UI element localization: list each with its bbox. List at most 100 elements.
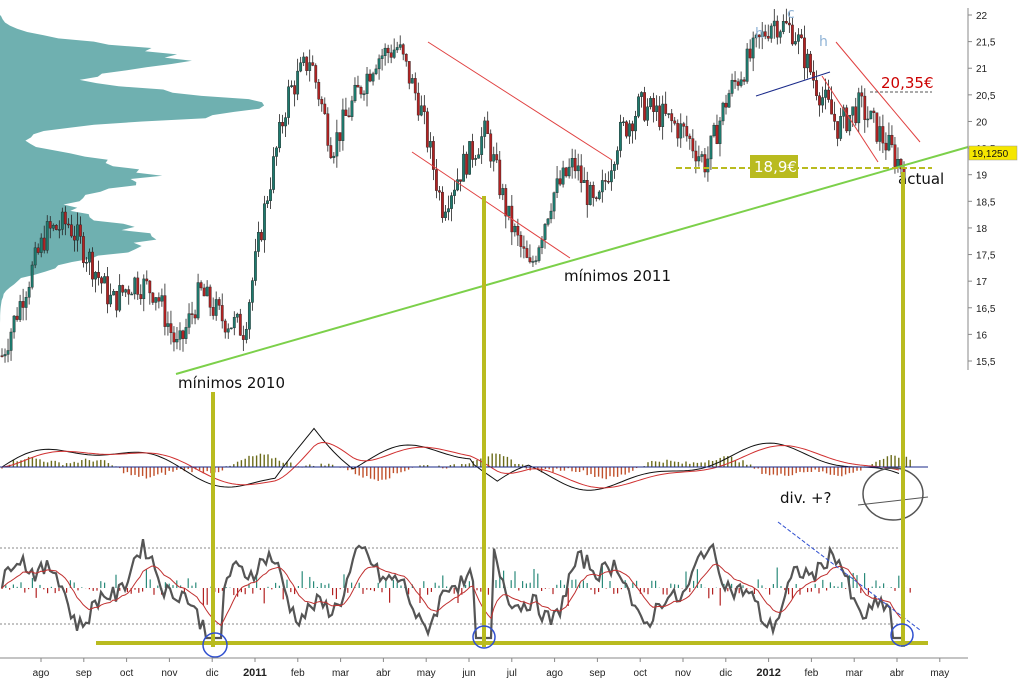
candle-body	[344, 109, 348, 116]
time-tick-label: abr	[376, 668, 391, 679]
candle-body	[103, 276, 106, 284]
candle-body	[30, 264, 34, 288]
candle-body	[66, 223, 70, 226]
candle-body	[208, 286, 212, 308]
candle-body	[447, 208, 450, 213]
price-tick-label: 19	[976, 171, 988, 182]
candle-body	[290, 85, 294, 87]
candle-body	[21, 301, 25, 308]
candle-body	[546, 218, 550, 225]
candle-body	[368, 73, 372, 82]
level-18-9-box	[750, 155, 798, 178]
candle-body	[474, 158, 478, 160]
candle-body	[410, 78, 414, 84]
candle-body	[839, 116, 843, 139]
candle-body	[205, 286, 209, 297]
candle-body	[226, 328, 230, 333]
candle-body	[712, 124, 716, 137]
candle-body	[269, 189, 272, 201]
candle-body	[91, 251, 94, 280]
candle-body	[513, 226, 517, 233]
candle-body	[769, 25, 773, 39]
candle-body	[498, 159, 502, 196]
candle-body	[169, 323, 173, 333]
candle-body	[235, 313, 239, 318]
candle-body	[314, 65, 318, 83]
candle-body	[347, 115, 351, 117]
candle-body	[643, 92, 646, 121]
candle-body	[863, 95, 867, 120]
candle-body	[528, 257, 532, 263]
candle-body	[73, 235, 76, 241]
candle-body	[616, 150, 619, 165]
candle-body	[833, 113, 837, 122]
candle-body	[217, 299, 221, 306]
osc-low-circle-1	[202, 632, 228, 658]
candle-body	[504, 188, 508, 217]
candle-body	[308, 62, 312, 71]
candle-body	[196, 282, 200, 319]
candle-body	[742, 79, 746, 82]
candle-body	[845, 107, 849, 132]
candle-body	[175, 339, 179, 343]
candle-body	[781, 21, 785, 32]
candle-body	[24, 297, 28, 308]
candle-body	[323, 103, 327, 114]
candle-body	[534, 260, 538, 262]
candle-body	[824, 89, 827, 98]
candle-body	[860, 92, 864, 97]
candle-body	[640, 92, 643, 97]
candle-body	[356, 84, 360, 88]
time-tick-label: mar	[332, 668, 350, 679]
candle-body	[576, 165, 580, 172]
candle-body	[700, 154, 704, 157]
candle-body	[628, 123, 631, 137]
candle-body	[250, 280, 254, 303]
price-tick-label: 20,5	[976, 91, 996, 102]
candle-body	[827, 89, 830, 100]
candle-body	[263, 203, 266, 241]
candle-body	[480, 136, 484, 155]
candle-body	[15, 315, 19, 320]
annotation-divergence: div. +?	[780, 489, 831, 507]
candle-body	[444, 211, 447, 218]
time-tick-label: jul	[506, 668, 517, 679]
candle-body	[374, 68, 378, 74]
macd-panel	[1, 427, 911, 491]
candle-body	[866, 118, 870, 121]
candle-body	[27, 286, 31, 298]
candle-body	[462, 153, 465, 182]
candle-body	[884, 142, 888, 151]
candle-body	[401, 44, 405, 55]
time-axis-ticks: ago sep oct nov dic 2011 feb mar abr may jun jul ago…	[33, 658, 949, 679]
candle-body	[136, 277, 140, 295]
candle-body	[579, 165, 583, 183]
candle-body	[887, 134, 891, 151]
candle-body	[272, 156, 275, 190]
candle-body	[407, 61, 411, 84]
candle-body	[715, 124, 719, 144]
price-tick-label: 16	[976, 330, 988, 341]
candle-body	[688, 135, 692, 139]
candle-body	[486, 120, 490, 135]
candle-body	[293, 85, 297, 95]
candle-body	[561, 167, 565, 185]
candle-body	[389, 52, 393, 58]
wave-label-h-right: h	[819, 34, 828, 50]
candle-body	[441, 191, 444, 218]
time-tick-label: oct	[120, 668, 134, 679]
candle-body	[748, 48, 752, 59]
candle-body	[383, 47, 387, 56]
candle-body	[890, 134, 894, 145]
candle-body	[118, 285, 122, 311]
candle-body	[232, 317, 236, 329]
candle-body	[766, 35, 770, 39]
candle-body	[507, 205, 511, 217]
candle-body	[857, 92, 861, 124]
candle-body	[603, 180, 607, 182]
candle-body	[166, 323, 170, 327]
candle-body	[634, 116, 637, 132]
candle-body	[567, 166, 571, 177]
candle-body	[679, 123, 683, 139]
